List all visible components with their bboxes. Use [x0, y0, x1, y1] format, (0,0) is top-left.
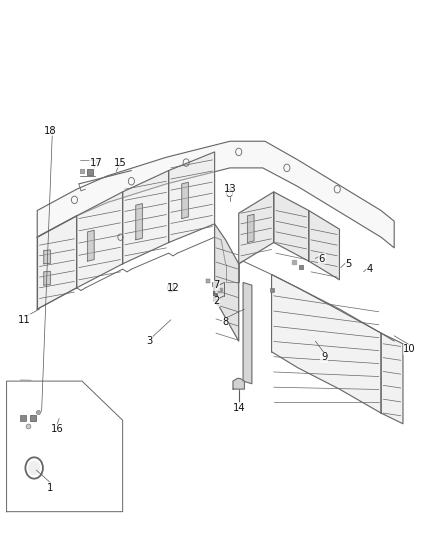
Text: 11: 11 [18, 315, 31, 325]
Text: 1: 1 [47, 483, 53, 492]
Polygon shape [274, 192, 309, 261]
Polygon shape [272, 274, 381, 413]
Text: 8: 8 [223, 318, 229, 327]
Text: 14: 14 [233, 403, 245, 413]
Text: 4: 4 [367, 264, 373, 274]
FancyArrow shape [21, 380, 54, 411]
Text: 18: 18 [44, 126, 57, 135]
Polygon shape [169, 152, 215, 243]
Polygon shape [233, 378, 244, 389]
Polygon shape [37, 141, 394, 248]
Text: 9: 9 [321, 352, 327, 362]
Polygon shape [239, 192, 274, 264]
Polygon shape [44, 271, 50, 285]
Polygon shape [88, 230, 94, 261]
Polygon shape [123, 171, 169, 264]
Polygon shape [44, 250, 50, 264]
Polygon shape [77, 192, 123, 288]
Polygon shape [182, 182, 188, 219]
Text: 10: 10 [403, 344, 416, 354]
Text: 5: 5 [345, 259, 351, 269]
Text: 16: 16 [50, 424, 64, 434]
Polygon shape [381, 333, 403, 424]
Text: 3: 3 [146, 336, 152, 346]
Text: 2: 2 [214, 296, 220, 306]
Text: 15: 15 [114, 158, 127, 167]
Text: 12: 12 [166, 283, 180, 293]
Polygon shape [7, 381, 123, 512]
Text: 7: 7 [214, 280, 220, 290]
Polygon shape [247, 214, 254, 243]
Text: 6: 6 [319, 254, 325, 263]
Text: 17: 17 [90, 158, 103, 167]
Polygon shape [37, 216, 77, 309]
Polygon shape [243, 282, 252, 384]
Text: 13: 13 [224, 184, 236, 194]
Polygon shape [215, 224, 239, 341]
Polygon shape [136, 204, 142, 240]
Circle shape [28, 461, 40, 475]
Polygon shape [309, 211, 339, 280]
